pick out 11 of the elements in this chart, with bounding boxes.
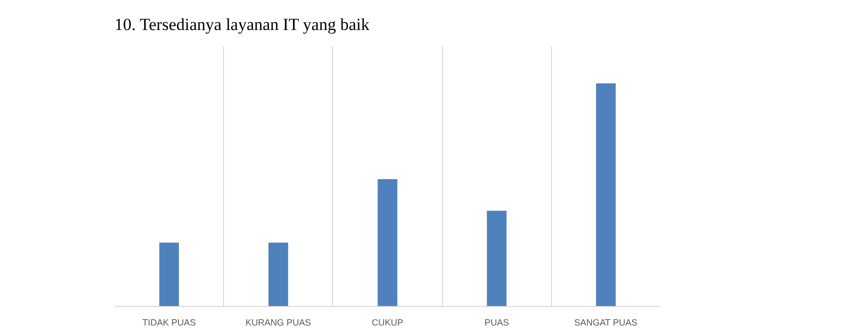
bar — [596, 83, 616, 306]
x-tick-label: KURANG PUAS — [246, 318, 312, 328]
x-tick-label: PUAS — [484, 318, 509, 328]
chart-title: 10. Tersedianya layanan IT yang baik — [114, 15, 370, 34]
x-tick-label: TIDAK PUAS — [142, 318, 196, 328]
x-tick-label: SANGAT PUAS — [574, 318, 638, 328]
bar — [268, 242, 288, 306]
bar — [486, 210, 507, 306]
bar — [378, 179, 398, 306]
x-tick-label: CUKUP — [372, 318, 404, 328]
bar — [159, 242, 179, 306]
